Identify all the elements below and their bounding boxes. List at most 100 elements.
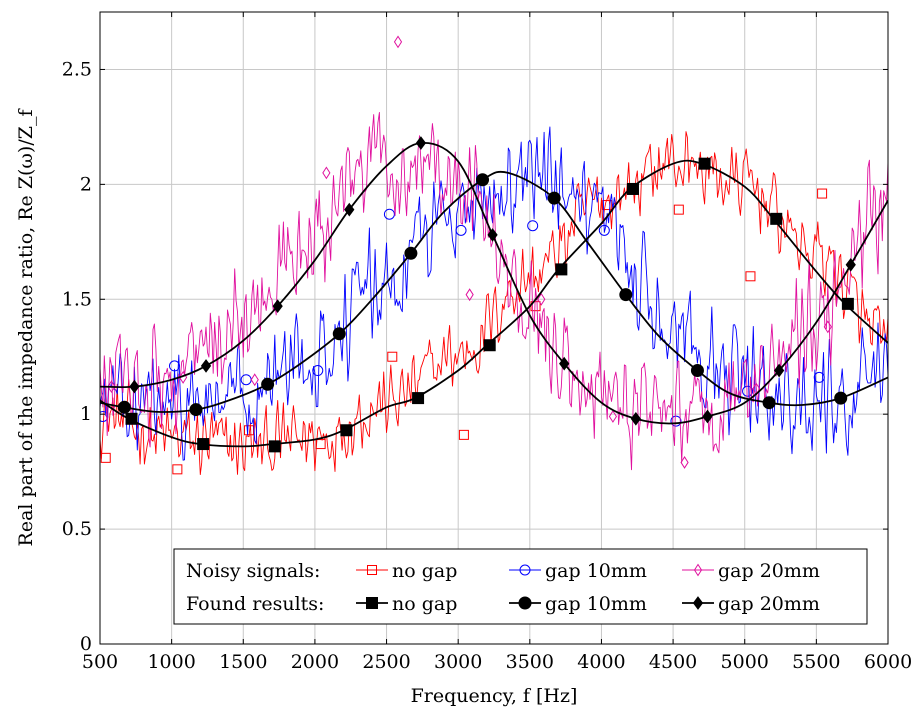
x-tick-label: 5000 <box>721 651 769 673</box>
fit-marker-gap-20mm <box>272 299 283 314</box>
legend-swatch-marker <box>366 597 378 609</box>
axis-ticks: 500 1000 1500 2000 2500 3000 3500 4000 4500 5000 5… <box>62 12 912 673</box>
fit-marker-no-gap <box>555 263 568 276</box>
legend-entry-label: gap 20mm <box>718 560 820 582</box>
noisy-line-no-gap <box>100 131 888 476</box>
fit-marker-gap-20mm <box>630 411 641 426</box>
x-tick-label: 3500 <box>506 651 554 673</box>
fit-marker-gap-20mm <box>845 257 856 272</box>
fit-marker-gap-10mm <box>476 173 490 187</box>
noisy-marker-no-gap <box>244 425 255 436</box>
fit-marker-no-gap <box>340 424 353 437</box>
noisy-marker-gap-20mm <box>393 35 403 49</box>
fit-marker-gap-10mm <box>261 377 275 391</box>
x-tick-label: 3000 <box>434 651 482 673</box>
legend-entry-label: gap 20mm <box>718 593 820 615</box>
x-tick-label: 1500 <box>219 651 267 673</box>
noisy-marker-gap-10mm <box>383 208 395 220</box>
legend: Noisy signals: no gap gap 10mm gap 20mm Foun… <box>173 548 868 625</box>
fit-marker-gap-10mm <box>690 364 704 378</box>
x-tick-label: 500 <box>82 651 118 673</box>
noisy-marker-no-gap <box>100 452 111 463</box>
fit-marker-no-gap <box>626 182 639 195</box>
x-tick-label: 4500 <box>649 651 697 673</box>
noisy-marker-no-gap <box>602 200 613 211</box>
x-tick-label: 5500 <box>792 651 840 673</box>
legend-row-label: Found results: <box>186 593 324 615</box>
legend-swatch-marker <box>692 596 704 610</box>
noisy-marker-gap-10mm <box>813 371 825 383</box>
x-axis-label: Frequency, f [Hz] <box>411 685 578 707</box>
fitted-curves <box>100 136 888 453</box>
noisy-marker-gap-10mm <box>455 224 467 236</box>
noisy-marker-gap-20mm <box>823 320 832 334</box>
legend-entry-label: no gap <box>392 560 457 582</box>
fit-marker-gap-10mm <box>834 391 848 405</box>
y-axis-label: Real part of the impedance ratio, Re Z(ω… <box>15 108 37 547</box>
fit-marker-gap-20mm <box>200 359 212 373</box>
noisy-marker-no-gap <box>458 429 469 440</box>
noisy-marker-no-gap <box>817 188 828 199</box>
fit-marker-gap-10mm <box>547 191 561 205</box>
grid <box>99 12 889 645</box>
fit-marker-no-gap <box>483 339 496 352</box>
fit-marker-no-gap <box>698 157 711 170</box>
legend-entry-label: no gap <box>392 593 457 615</box>
fit-marker-no-gap <box>268 440 281 453</box>
noisy-marker-gap-10mm <box>527 220 539 232</box>
x-tick-label: 6000 <box>864 651 912 673</box>
x-tick-label: 1000 <box>147 651 195 673</box>
noisy-marker-gap-20mm <box>107 380 116 394</box>
fit-marker-gap-10mm <box>332 327 346 341</box>
noisy-marker-gap-20mm <box>250 373 259 387</box>
fit-marker-no-gap <box>125 412 138 425</box>
legend-swatch-marker <box>693 563 703 577</box>
x-tick-label: 2500 <box>362 651 410 673</box>
fit-marker-gap-10mm <box>619 288 633 302</box>
y-tick-label: 0 <box>80 633 92 655</box>
noisy-signals <box>100 35 888 476</box>
noisy-marker-no-gap <box>745 271 756 282</box>
fit-marker-no-gap <box>197 438 210 451</box>
noisy-marker-no-gap <box>673 204 684 215</box>
x-tick-label: 4000 <box>577 651 625 673</box>
fit-marker-no-gap <box>841 297 854 310</box>
noisy-marker-gap-10mm <box>312 365 324 377</box>
y-tick-label: 2.5 <box>62 58 92 80</box>
fit-marker-gap-10mm <box>404 246 418 260</box>
legend-swatch-marker <box>519 564 531 576</box>
noisy-marker-gap-10mm <box>169 360 181 372</box>
legend-row-label: Noisy signals: <box>186 560 320 582</box>
noisy-marker-gap-20mm <box>322 166 331 180</box>
y-tick-label: 1.5 <box>62 288 92 310</box>
y-tick-label: 0.5 <box>62 518 92 540</box>
fit-marker-gap-10mm <box>117 400 131 414</box>
legend-swatch-marker <box>367 565 377 575</box>
fit-marker-gap-10mm <box>762 396 776 410</box>
noisy-marker-gap-10mm <box>670 415 682 427</box>
noisy-marker-gap-10mm <box>742 385 754 397</box>
noisy-marker-gap-20mm <box>680 456 689 469</box>
fit-marker-no-gap <box>770 212 783 225</box>
legend-box <box>173 548 868 625</box>
legend-entry-label: gap 10mm <box>545 593 647 615</box>
plot-frame <box>99 11 889 645</box>
noisy-marker-no-gap <box>172 464 183 475</box>
fit-marker-gap-20mm <box>487 228 498 242</box>
legend-swatch-marker <box>518 596 532 610</box>
y-tick-label: 2 <box>80 173 92 195</box>
y-tick-label: 1 <box>80 403 92 425</box>
noisy-marker-gap-20mm <box>465 288 474 302</box>
fit-marker-gap-20mm <box>702 409 713 424</box>
x-tick-label: 2000 <box>291 651 339 673</box>
noisy-marker-gap-20mm <box>537 292 546 306</box>
noisy-marker-no-gap <box>315 439 326 450</box>
fit-marker-no-gap <box>412 392 425 405</box>
fit-marker-gap-20mm <box>415 136 427 150</box>
legend-entry-label: gap 10mm <box>545 560 647 582</box>
fit-marker-gap-20mm <box>559 356 570 371</box>
fit-marker-gap-20mm <box>344 202 355 217</box>
noisy-marker-no-gap <box>387 351 398 362</box>
fit-marker-gap-20mm <box>129 379 140 394</box>
